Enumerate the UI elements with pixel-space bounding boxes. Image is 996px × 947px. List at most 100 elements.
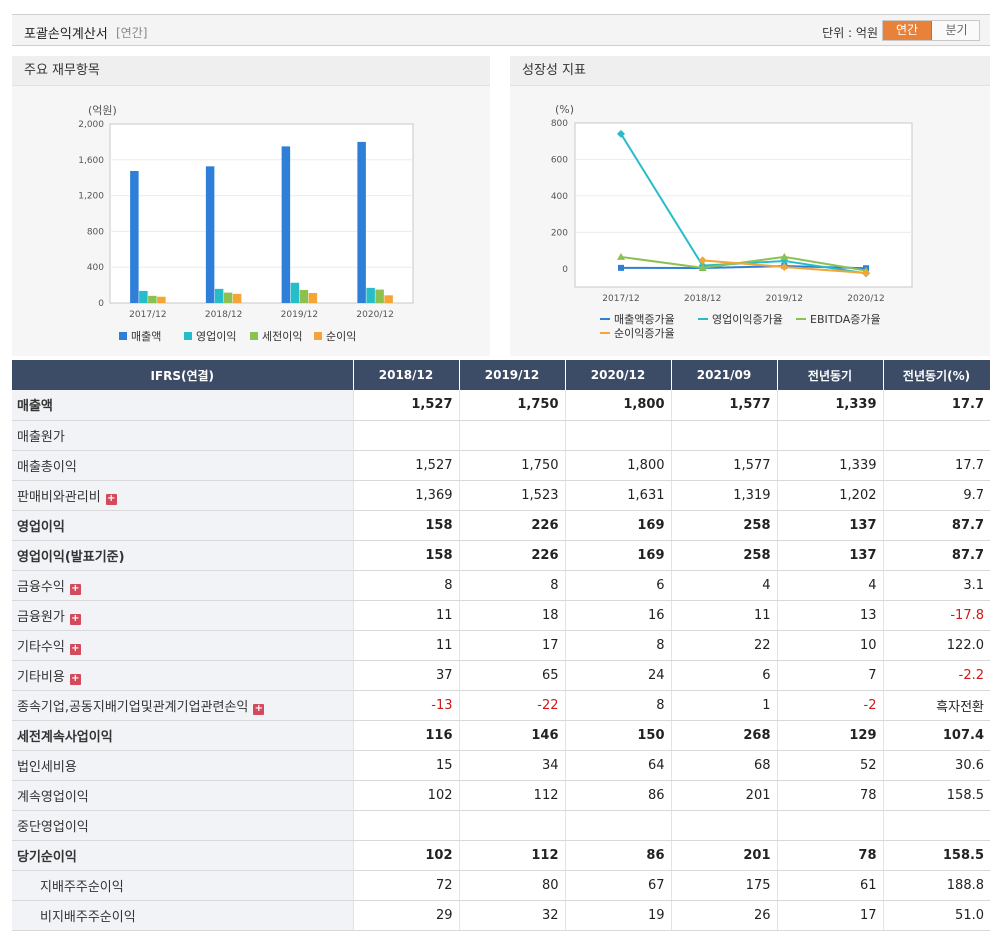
table-row: 영업이익(발표기준) 158 226 169 258 137 87.7 (12, 540, 990, 571)
expand-plus-icon[interactable]: + (69, 642, 81, 655)
row-label-text: 기타비용 (17, 669, 65, 685)
row-label: 매출원가 (12, 420, 354, 451)
bar (281, 146, 291, 303)
value-cell: 8 (565, 690, 672, 721)
y-tick-label: 400 (551, 192, 568, 202)
value-cell: 13 (777, 600, 884, 631)
data-point (617, 129, 625, 138)
x-tick-label: 2018/12 (205, 310, 242, 320)
table-row: 중단영업이익 (12, 810, 990, 841)
value-cell: 1,750 (459, 450, 566, 481)
value-cell: 137 (777, 510, 884, 541)
row-label-text: 영업이익(발표기준) (17, 549, 125, 565)
legend-label: 영업이익증가율 (712, 313, 783, 326)
column-header[interactable]: 전년동기(%) (883, 360, 991, 390)
value-cell: 258 (671, 510, 778, 541)
table-row: 비지배주주순이익 29 32 19 26 17 51.0 (12, 900, 990, 931)
value-cell (353, 810, 460, 841)
value-cell (459, 420, 566, 451)
row-label-text: 금융원가 (17, 609, 65, 625)
legend-label: 매출액증가율 (614, 313, 675, 326)
value-cell: 1,577 (671, 450, 778, 481)
value-cell: 116 (353, 720, 460, 751)
bar (375, 289, 384, 303)
value-cell: -22 (459, 690, 566, 721)
expand-plus-icon[interactable]: + (69, 612, 81, 625)
row-label-text: 지배주주순이익 (40, 879, 124, 895)
legend-label: 순이익증가율 (614, 327, 675, 340)
panel-title: 주요 재무항목 (12, 56, 490, 86)
bar (214, 288, 224, 303)
column-header[interactable]: 전년동기 (777, 360, 884, 390)
value-cell: 37 (353, 660, 460, 691)
value-cell: 86 (565, 840, 672, 871)
row-label-text: 매출원가 (17, 429, 65, 445)
x-tick-label: 2017/12 (602, 294, 639, 304)
value-cell: 18 (459, 600, 566, 631)
value-cell: 8 (459, 570, 566, 601)
value-cell: 6 (565, 570, 672, 601)
column-header[interactable]: 2018/12 (353, 360, 460, 390)
row-label: 지배주주순이익 (12, 870, 354, 901)
row-label: 영업이익(발표기준) (12, 540, 354, 571)
data-point (617, 252, 625, 260)
value-cell: 17.7 (883, 450, 990, 481)
value-cell: 17 (777, 900, 884, 931)
column-header[interactable]: 2021/09 (671, 360, 778, 390)
row-label-text: 매출총이익 (17, 459, 77, 475)
tab-quarter[interactable]: 분기 (945, 23, 968, 37)
value-cell: 67 (565, 870, 672, 901)
value-cell: 4 (671, 570, 778, 601)
value-cell: 1,339 (777, 450, 884, 481)
bar (384, 295, 393, 303)
table-row: 매출액 1,527 1,750 1,800 1,577 1,339 17.7 (12, 390, 990, 421)
data-point (862, 268, 870, 277)
bar (357, 141, 366, 303)
value-cell: 107.4 (883, 720, 990, 751)
row-label: 종속기업,공동지배기업및관계기업관련손익 + (12, 690, 354, 721)
value-cell: 258 (671, 540, 778, 571)
legend-swatch (119, 332, 127, 340)
value-cell: 1,527 (353, 450, 460, 481)
plot-area (109, 123, 414, 304)
value-cell: 129 (777, 720, 884, 751)
value-cell: 112 (459, 780, 566, 811)
bar (299, 289, 309, 303)
column-header[interactable]: 2019/12 (459, 360, 566, 390)
value-cell: 11 (353, 600, 460, 631)
value-cell: 8 (353, 570, 460, 601)
row-label: 금융수익 + (12, 570, 354, 601)
row-label: 세전계속사업이익 (12, 720, 354, 751)
row-label: 영업이익 (12, 510, 354, 541)
expand-plus-icon[interactable]: + (253, 702, 265, 715)
column-header[interactable]: 2020/12 (565, 360, 672, 390)
value-cell: 146 (459, 720, 566, 751)
value-cell: 26 (671, 900, 778, 931)
y-unit-label: (%) (555, 103, 574, 116)
expand-plus-icon[interactable]: + (105, 492, 117, 505)
expand-plus-icon[interactable]: + (69, 672, 81, 685)
legend-label: 매출액 (131, 330, 161, 343)
x-tick-label: 2020/12 (847, 294, 884, 304)
tab-annual[interactable]: 연간 (883, 21, 932, 40)
column-header: IFRS(연결) (12, 360, 354, 390)
row-label-text: 법인세비용 (17, 759, 77, 775)
value-cell (459, 810, 566, 841)
row-label: 법인세비용 (12, 750, 354, 781)
value-cell: -2.2 (883, 660, 990, 691)
value-cell: 7 (777, 660, 884, 691)
value-cell: 4 (777, 570, 884, 601)
value-cell: 3.1 (883, 570, 990, 601)
value-cell: 51.0 (883, 900, 990, 931)
data-point (698, 256, 707, 265)
legend-swatch (314, 332, 322, 340)
value-cell: 78 (777, 780, 884, 811)
bar (130, 170, 139, 303)
row-label-text: 종속기업,공동지배기업및관계기업관련손익 (17, 699, 249, 715)
expand-plus-icon[interactable]: + (69, 582, 81, 595)
y-tick-label: 400 (87, 263, 104, 273)
value-cell: 11 (353, 630, 460, 661)
value-cell: 1,369 (353, 480, 460, 511)
value-cell: 1,750 (459, 390, 566, 421)
row-label-text: 당기순이익 (17, 849, 77, 865)
